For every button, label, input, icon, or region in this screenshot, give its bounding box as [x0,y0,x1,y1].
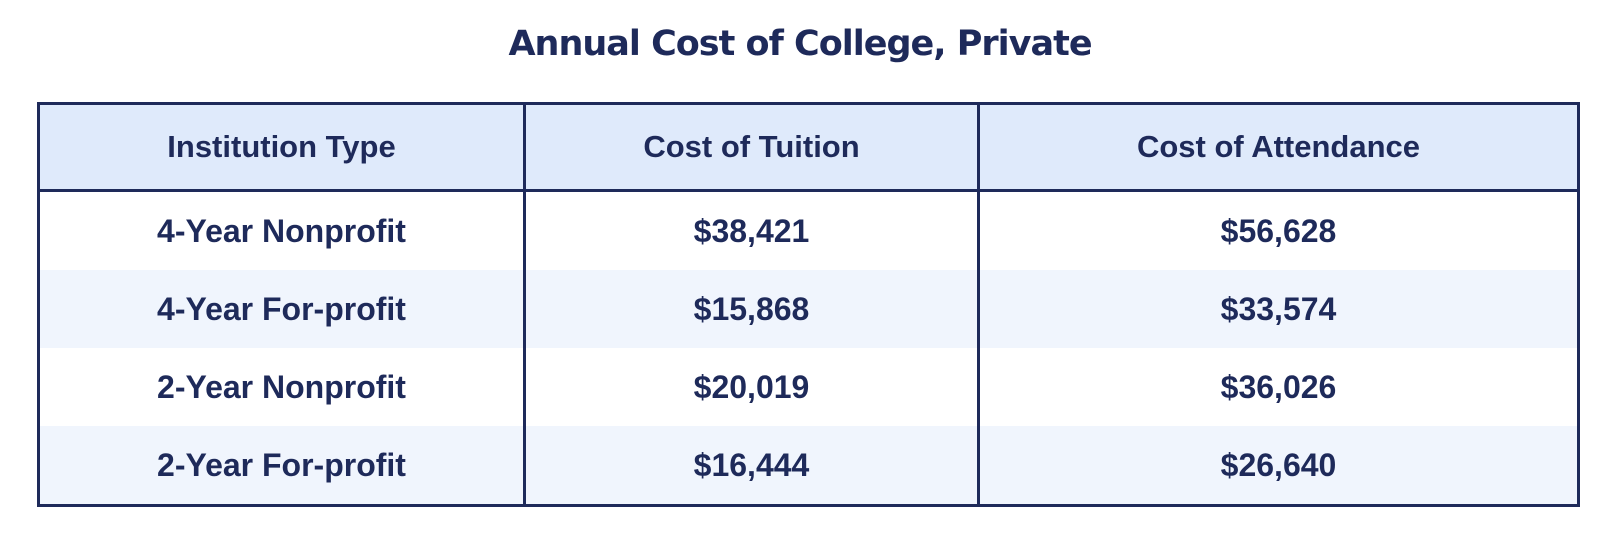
tuition-cost-cell: $20,019 [524,348,980,426]
table-row: 2-Year For-profit $16,444 $26,640 [38,426,1579,506]
attendance-cost-cell: $33,574 [978,270,1579,348]
attendance-cost-cell: $36,026 [978,348,1579,426]
institution-type-cell: 2-Year For-profit [38,426,526,506]
table-title: Annual Cost of College, Private [508,24,1092,64]
tuition-cost-cell: $15,868 [524,270,980,348]
header-row: Institution Type Cost of Tuition Cost of… [38,103,1579,192]
table-row: 4-Year Nonprofit $38,421 $56,628 [38,190,1579,270]
column-header-cost-of-tuition: Cost of Tuition [524,103,980,192]
institution-type-cell: 4-Year For-profit [38,270,526,348]
table-row: 2-Year Nonprofit $20,019 $36,026 [38,348,1579,426]
column-header-cost-of-attendance: Cost of Attendance [978,103,1579,192]
institution-type-cell: 2-Year Nonprofit [38,348,526,426]
column-header-institution-type: Institution Type [38,103,526,192]
table-row: 4-Year For-profit $15,868 $33,574 [38,270,1579,348]
attendance-cost-cell: $26,640 [978,426,1579,506]
attendance-cost-cell: $56,628 [978,190,1579,270]
institution-type-cell: 4-Year Nonprofit [38,190,526,270]
cost-table: Institution Type Cost of Tuition Cost of… [37,102,1580,507]
tuition-cost-cell: $38,421 [524,190,980,270]
tuition-cost-cell: $16,444 [524,426,980,506]
